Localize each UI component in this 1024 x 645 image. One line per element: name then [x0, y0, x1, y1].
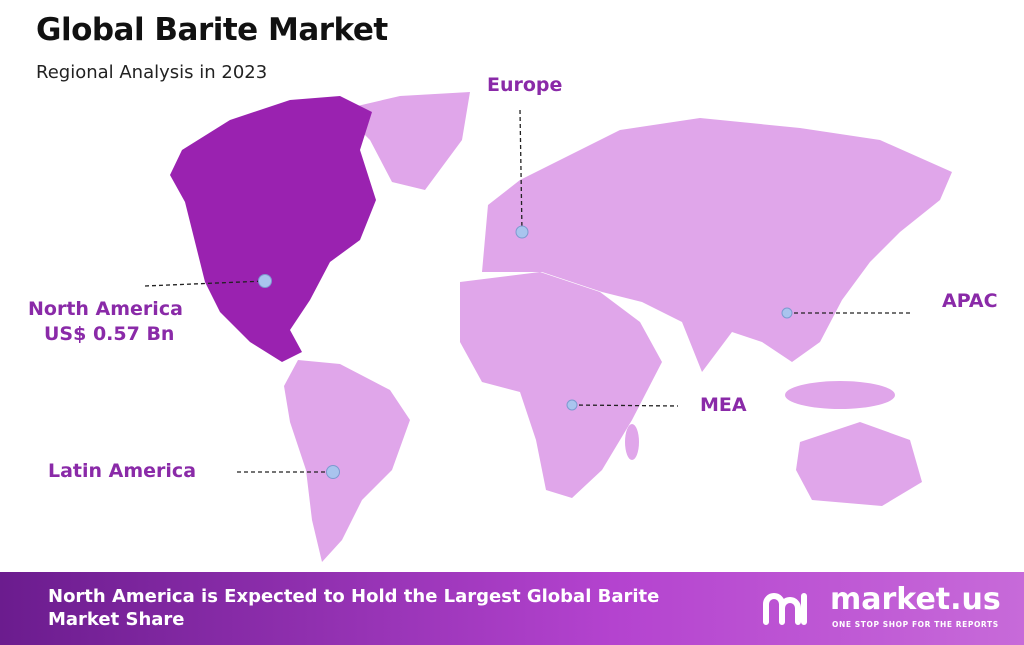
- eurasia: [482, 118, 952, 372]
- region-label: APAC: [942, 290, 998, 312]
- australia: [796, 422, 922, 506]
- indonesia: [785, 381, 895, 409]
- region-dots: [258, 225, 793, 479]
- region-label: MEA: [700, 394, 747, 416]
- region-dot: [566, 399, 578, 411]
- leader-line: [144, 280, 266, 287]
- footer-text: North America is Expected to Hold the La…: [48, 586, 660, 630]
- region-label: Latin America: [48, 460, 197, 482]
- region-dot: [515, 225, 529, 239]
- africa: [460, 272, 662, 498]
- footer-banner: North America is Expected to Hold the La…: [0, 572, 1024, 645]
- subtitle: Regional Analysis in 2023: [36, 62, 268, 83]
- leader-line: [571, 404, 679, 407]
- title: Global Barite Market: [36, 12, 388, 48]
- continents: [284, 92, 952, 562]
- brand-name: market.us: [830, 582, 1001, 617]
- leader-line: [519, 109, 523, 233]
- region-value: US$ 0.57 Bn: [44, 323, 175, 345]
- north-america: [170, 96, 376, 362]
- brand-logo: [763, 593, 807, 625]
- leader-lines: [144, 109, 910, 473]
- greenland: [340, 92, 470, 190]
- region-dot: [258, 274, 272, 288]
- brand-tagline: ONE STOP SHOP FOR THE REPORTS: [832, 620, 999, 629]
- south-america: [284, 360, 410, 562]
- region-label: North America: [28, 298, 183, 320]
- region-label: Europe: [487, 74, 563, 96]
- region-dot: [781, 307, 793, 319]
- world-map: [144, 92, 952, 562]
- madagascar: [625, 424, 639, 460]
- region-dot: [326, 465, 340, 479]
